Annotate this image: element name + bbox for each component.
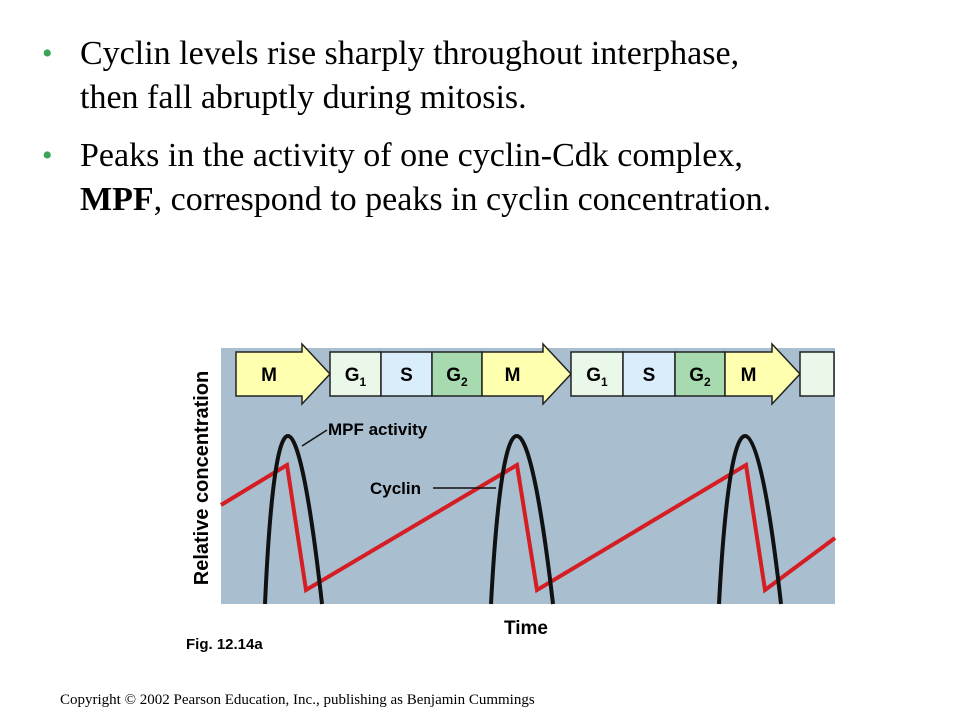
figure-caption: Fig. 12.14a bbox=[186, 636, 263, 653]
bullet-text: Peaks in the activity of one cyclin-Cdk … bbox=[80, 137, 772, 218]
y-axis-label: Relative concentration bbox=[191, 371, 213, 586]
phase-box bbox=[481, 342, 573, 406]
phase-subscript: 1 bbox=[601, 375, 608, 389]
phase-next-segment bbox=[799, 351, 835, 397]
x-axis-label: Time bbox=[504, 618, 548, 639]
bullet-item-2: • Peaks in the activity of one cyclin-Cd… bbox=[38, 134, 938, 222]
phase-g1-segment: G1 bbox=[570, 351, 624, 397]
copyright-notice: Copyright © 2002 Pearson Education, Inc.… bbox=[60, 692, 535, 708]
phase-box bbox=[724, 342, 802, 406]
bullet-dot: • bbox=[42, 37, 53, 70]
phase-subscript: 2 bbox=[704, 375, 711, 389]
phase-subscript: 1 bbox=[360, 375, 367, 389]
phase-bar: M G1 S G2 M G1 S G2 M bbox=[235, 342, 835, 406]
bullet-item-1: • Cyclin levels rise sharply throughout … bbox=[38, 32, 938, 120]
mpf-activity-curve bbox=[263, 434, 783, 605]
phase-label: M bbox=[261, 365, 277, 386]
phase-box bbox=[235, 342, 332, 406]
mpf-term: MPF bbox=[80, 181, 154, 218]
phase-m-segment: M bbox=[481, 342, 573, 406]
phase-label: M bbox=[741, 365, 757, 386]
phase-m-segment: M bbox=[724, 342, 802, 406]
mpf-activity-label: MPF activity bbox=[328, 420, 428, 439]
cyclin-label: Cyclin bbox=[370, 479, 421, 498]
phase-label: S bbox=[400, 365, 413, 386]
bullet-text: Cyclin levels rise sharply throughout in… bbox=[80, 35, 740, 116]
phase-g2-segment: G2 bbox=[431, 351, 483, 397]
phase-m-segment: M bbox=[235, 342, 332, 406]
mpf-label-leader bbox=[301, 429, 328, 447]
phase-g1-segment: G1 bbox=[329, 351, 382, 397]
phase-s-segment: S bbox=[622, 351, 676, 397]
phase-label: S bbox=[643, 365, 656, 386]
bullet-dot: • bbox=[42, 139, 53, 172]
phase-g2-segment: G2 bbox=[674, 351, 726, 397]
phase-subscript: 2 bbox=[461, 375, 468, 389]
phase-box bbox=[799, 351, 835, 397]
phase-s-segment: S bbox=[380, 351, 433, 397]
cyclin-curve bbox=[219, 461, 837, 594]
bullet-list: • Cyclin levels rise sharply throughout … bbox=[38, 32, 938, 236]
phase-label: M bbox=[505, 365, 521, 386]
